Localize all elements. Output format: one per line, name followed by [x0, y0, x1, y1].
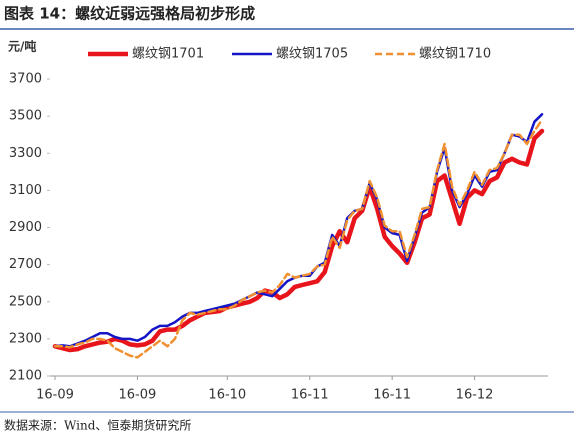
x-tick-label: 16-09: [119, 388, 157, 403]
legend-label: 螺纹钢1710: [419, 47, 491, 62]
source-note: 数据来源：Wind、恒泰期货研究所: [4, 418, 191, 433]
y-tick-label: 2100: [9, 369, 42, 384]
x-tick-label: 16-11: [291, 388, 329, 403]
chart-title: 图表 14：螺纹近弱远强格局初步形成: [4, 5, 255, 23]
x-tick-label: 16-11: [373, 388, 411, 403]
y-tick-label: 2900: [9, 220, 42, 235]
series-line: [53, 118, 544, 359]
y-tick-label: 3100: [9, 183, 42, 198]
y-tick-label: 3300: [9, 146, 42, 161]
legend-label: 螺纹钢1705: [276, 47, 348, 62]
series-line: [53, 113, 544, 348]
y-tick-label: 2500: [9, 294, 42, 309]
x-tick-label: 16-09: [36, 388, 74, 403]
legend-label: 螺纹钢1701: [132, 47, 204, 62]
y-tick-label: 2300: [9, 331, 42, 346]
y-tick-label: 2700: [9, 257, 42, 272]
y-tick-label: 3500: [9, 109, 42, 124]
series-line: [52, 128, 545, 353]
y-axis-label: 元/吨: [8, 39, 36, 54]
x-tick-label: 16-12: [456, 388, 494, 403]
x-tick-label: 16-10: [208, 388, 246, 403]
y-tick-label: 3700: [9, 72, 42, 87]
